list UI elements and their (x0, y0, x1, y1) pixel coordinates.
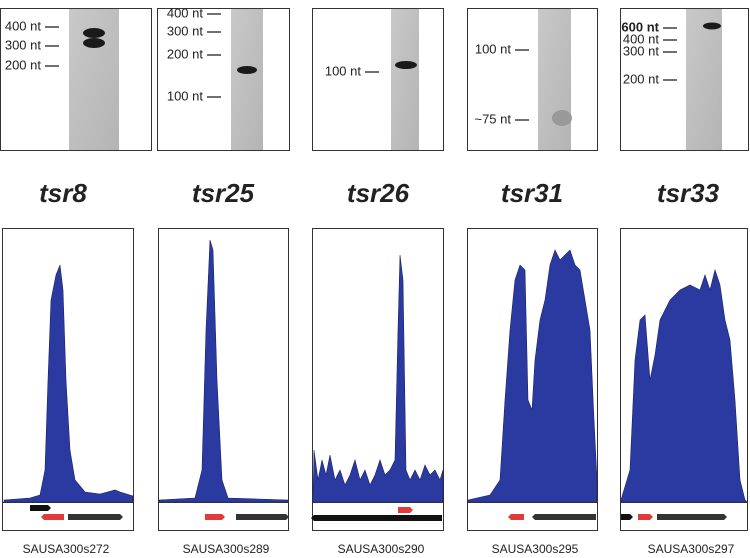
locus-label: SAUSA300s297 (648, 542, 735, 556)
size-marker: 300 nt (167, 23, 204, 38)
size-marker: 400 nt (623, 31, 660, 46)
locus-label: SAUSA300s290 (338, 542, 425, 556)
coverage-area (312, 254, 444, 503)
size-marker: 100 nt (325, 63, 362, 78)
blot-band (83, 28, 105, 38)
locus-label: SAUSA300s289 (183, 542, 270, 556)
blot-band (395, 61, 417, 69)
gene-arrow (205, 514, 225, 520)
gene-arrow (402, 515, 442, 521)
gene-arrow (41, 514, 64, 520)
coverage-frame (158, 228, 289, 531)
size-marker: ~75 nt (474, 111, 511, 126)
gene-arrow (236, 514, 289, 520)
size-marker: 200 nt (167, 46, 204, 61)
gene-arrow (311, 515, 405, 521)
size-marker: 200 nt (623, 71, 660, 86)
gene-name: tsr8 (39, 178, 87, 208)
blot-frame (467, 8, 598, 151)
blot-band (83, 38, 105, 48)
size-marker: 100 nt (167, 88, 204, 103)
blot-strip (231, 9, 263, 150)
gene-arrow (30, 505, 51, 511)
gene-arrow (68, 514, 123, 520)
gene-arrow (621, 514, 633, 520)
size-marker: 400 nt (167, 5, 204, 20)
coverage-area (467, 249, 598, 503)
gene-arrow (532, 514, 596, 520)
size-marker: 200 nt (5, 57, 42, 72)
coverage-area (3, 264, 134, 503)
gene-name: tsr25 (192, 178, 255, 208)
size-marker: 100 nt (475, 41, 512, 56)
blot-band (237, 66, 257, 74)
locus-label: SAUSA300s295 (492, 542, 579, 556)
blot-band (703, 22, 721, 30)
gene-name: tsr26 (347, 178, 410, 208)
blot-frame (620, 8, 749, 151)
gene-arrow (657, 514, 727, 520)
blot-strip (686, 9, 722, 150)
locus-label: SAUSA300s272 (23, 542, 110, 556)
blot-frame (157, 8, 290, 151)
blot-strip (391, 9, 419, 150)
size-marker: 600 nt (621, 19, 659, 34)
blot-strip (538, 9, 571, 150)
blot-frame (312, 8, 444, 151)
blot-band (552, 110, 572, 126)
gene-arrow (508, 514, 524, 520)
gene-arrow (638, 514, 653, 520)
gene-arrow (398, 507, 413, 513)
size-marker: 300 nt (5, 37, 42, 52)
size-marker: 300 nt (623, 43, 660, 58)
coverage-area (620, 268, 748, 503)
size-marker: 400 nt (5, 18, 42, 33)
gene-name: tsr31 (501, 178, 563, 208)
gene-name: tsr33 (657, 178, 720, 208)
